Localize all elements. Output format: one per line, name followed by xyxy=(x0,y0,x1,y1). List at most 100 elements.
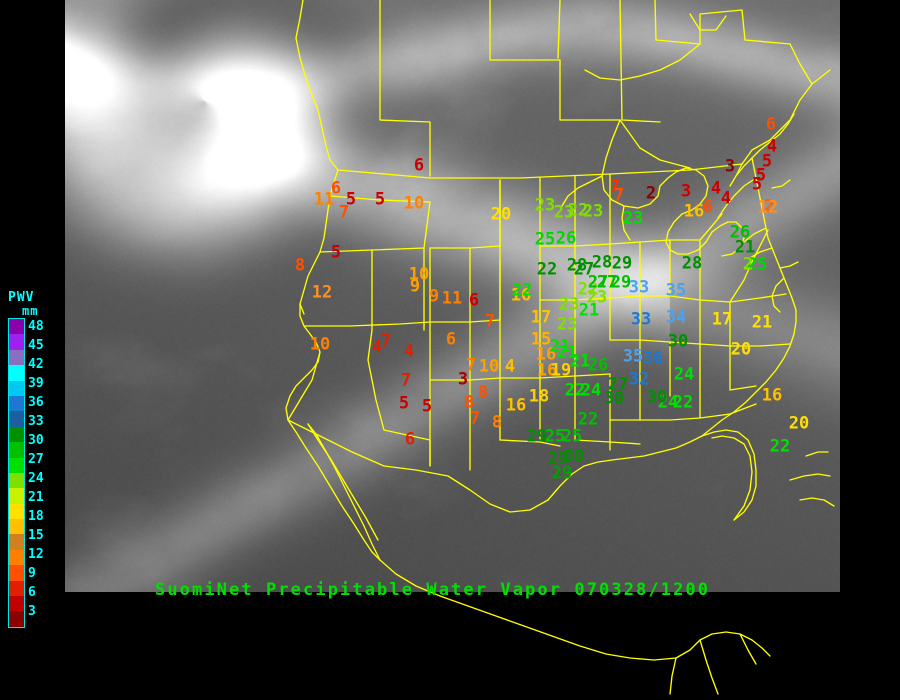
pwv-station-value: 16 xyxy=(505,395,527,416)
colorbar-units-label: mm xyxy=(22,304,39,318)
colorbar-tick-label: 21 xyxy=(28,490,44,505)
pwv-station-value: 29 xyxy=(611,253,633,274)
pwv-station-value: 21 xyxy=(751,312,773,333)
pwv-station-value: 35 xyxy=(622,346,644,367)
pwv-station-value: 35 xyxy=(665,280,687,301)
colorbar-swatch xyxy=(9,349,24,366)
pwv-station-value: 5 xyxy=(345,189,357,210)
pwv-station-value: 30 xyxy=(646,387,668,408)
pwv-station-value: 22 xyxy=(567,200,589,221)
colorbar-tick-label: 24 xyxy=(28,471,44,486)
pwv-station-value: 32 xyxy=(628,369,650,390)
pwv-station-value: 23 xyxy=(582,201,604,222)
pwv-station-value: 16 xyxy=(535,344,557,365)
pwv-station-value: 16 xyxy=(510,285,532,306)
pwv-station-value: 34 xyxy=(665,307,687,328)
pwv-station-value: 21 xyxy=(549,336,571,357)
pwv-station-value: 7 xyxy=(613,185,625,206)
pwv-station-value: 7 xyxy=(484,311,496,332)
colorbar-tick-label: 6 xyxy=(28,585,36,600)
pwv-station-value: 6 xyxy=(404,429,416,450)
pwv-station-value: 6 xyxy=(330,178,342,199)
colorbar-swatch xyxy=(9,380,24,396)
pwv-station-value: 8 xyxy=(463,392,475,413)
pwv-station-value: 27 xyxy=(573,259,595,280)
pwv-station-value: 7 xyxy=(609,176,621,197)
colorbar-title: PWV xyxy=(8,290,35,305)
pwv-station-value: 23 xyxy=(553,202,575,223)
colorbar-swatch xyxy=(9,411,24,427)
pwv-station-value: 8 xyxy=(491,412,503,433)
pwv-station-value: 25 xyxy=(544,426,566,447)
pwv-station-value: 3 xyxy=(457,369,469,390)
pwv-station-value: 22 xyxy=(769,436,791,457)
pwv-station-value: 18 xyxy=(528,386,550,407)
colorbar-swatch xyxy=(9,519,24,535)
pwv-station-value: 26 xyxy=(587,355,609,376)
colorbar-swatch xyxy=(9,534,24,550)
pwv-station-value: 29 xyxy=(526,426,548,447)
pwv-station-value: 30 xyxy=(603,388,625,409)
pwv-station-value: 33 xyxy=(630,309,652,330)
colorbar-tick-label: 12 xyxy=(28,547,44,562)
colorbar-swatch xyxy=(9,395,24,412)
pwv-station-value: 22 xyxy=(511,280,533,301)
pwv-station-value: 6 xyxy=(468,290,480,311)
pwv-station-value: 7 xyxy=(380,331,392,352)
pwv-station-value: 10 xyxy=(309,334,331,355)
pwv-station-value: 25 xyxy=(561,426,583,447)
pwv-station-value: 4 xyxy=(766,136,778,157)
pwv-station-value: 33 xyxy=(628,277,650,298)
pwv-station-value: 21 xyxy=(734,237,756,258)
colorbar-swatch xyxy=(9,596,24,612)
pwv-station-value: 7 xyxy=(469,408,481,429)
pwv-station-value: 11 xyxy=(441,288,463,309)
pwv-station-value: 2 xyxy=(645,183,657,204)
pwv-station-value: 24 xyxy=(580,380,602,401)
pwv-station-value: 8 xyxy=(477,382,489,403)
pwv-station-value: 6 xyxy=(445,329,457,350)
colorbar-swatch xyxy=(9,457,24,473)
pwv-station-value: 16 xyxy=(761,385,783,406)
colorbar-tick-label: 42 xyxy=(28,357,44,372)
pwv-station-value: 3 xyxy=(680,181,692,202)
colorbar-tick-label: 33 xyxy=(28,414,44,429)
pwv-colorbar-legend: PWV mm 48 45 42 39 36 33 30 27 24 21 18 15 12 9 6 3 xyxy=(0,290,62,635)
pwv-station-value: 5 xyxy=(374,189,386,210)
pwv-station-value: 6 xyxy=(765,114,777,135)
pwv-station-value: 28 xyxy=(566,255,588,276)
pwv-station-value: 23 xyxy=(534,195,556,216)
colorbar-tick-label: 48 xyxy=(28,319,44,334)
pwv-station-value: 5 xyxy=(398,393,410,414)
pwv-station-value: 21 xyxy=(556,342,578,363)
pwv-station-value: 9 xyxy=(428,286,440,307)
colorbar-swatch xyxy=(9,319,24,335)
pwv-station-value: 4 xyxy=(504,356,516,377)
pwv-station-value: 11 xyxy=(313,189,335,210)
pwv-station-value: 28 xyxy=(591,252,613,273)
pwv-station-value: 5 xyxy=(330,242,342,263)
colorbar-swatch xyxy=(9,580,24,597)
colorbar-swatch xyxy=(9,565,24,581)
pwv-station-value: 22 xyxy=(672,392,694,413)
colorbar-swatch xyxy=(9,611,24,627)
pwv-station-value: 22 xyxy=(577,409,599,430)
pwv-station-value: 24 xyxy=(657,392,679,413)
pwv-station-value: 23 xyxy=(556,314,578,335)
pwv-station-value: 17 xyxy=(530,307,552,328)
pwv-station-value: 24 xyxy=(673,364,695,385)
pwv-station-value: 22 xyxy=(577,279,599,300)
pwv-station-value: 4 xyxy=(371,337,383,358)
pwv-station-value: 3 xyxy=(724,156,736,177)
pwv-station-value: 12 xyxy=(757,197,779,218)
pwv-station-value: 23 xyxy=(586,287,608,308)
pwv-station-value: 7 xyxy=(338,202,350,223)
pwv-station-value: 29 xyxy=(551,463,573,484)
pwv-station-value: 26 xyxy=(729,222,751,243)
pwv-station-value: 7 xyxy=(400,370,412,391)
pwv-station-value: 10 xyxy=(478,356,500,377)
colorbar-tick-label: 45 xyxy=(28,338,44,353)
pwv-station-value: 5 xyxy=(751,174,763,195)
pwv-station-value: 10 xyxy=(403,193,425,214)
